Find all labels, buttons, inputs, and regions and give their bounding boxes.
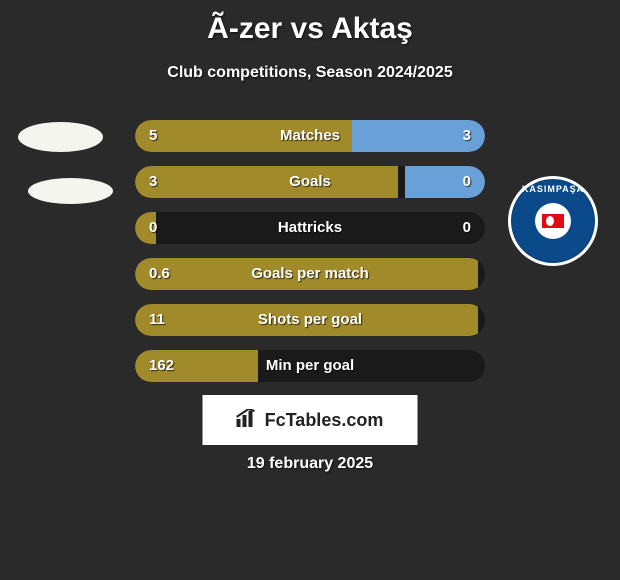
stat-row: 00Hattricks — [135, 212, 485, 244]
stat-row: 162Min per goal — [135, 350, 485, 382]
stat-label: Shots per goal — [135, 304, 485, 336]
chart-icon — [237, 409, 259, 432]
stat-label: Matches — [135, 120, 485, 152]
page-subtitle: Club competitions, Season 2024/2025 — [0, 64, 620, 82]
stat-row: 11Shots per goal — [135, 304, 485, 336]
page-title: Ã-zer vs Aktaş — [0, 0, 620, 46]
branding-badge: FcTables.com — [203, 395, 418, 445]
team-right-logo: KASIMPAŞA — [508, 176, 598, 266]
stat-label: Hattricks — [135, 212, 485, 244]
team-right-logo-center — [535, 203, 571, 239]
comparison-chart: 53Matches 30Goals 00Hattricks 0.6Goals per … — [135, 120, 485, 396]
stat-row: 53Matches — [135, 120, 485, 152]
footer-date: 19 february 2025 — [0, 455, 620, 473]
branding-text: FcTables.com — [265, 410, 384, 431]
team-right-logo-text: KASIMPAŞA — [508, 184, 598, 194]
team-right-logo-inner: KASIMPAŞA — [508, 176, 598, 266]
team-left-logo-top — [18, 122, 103, 152]
stat-row: 30Goals — [135, 166, 485, 198]
stat-label: Goals — [135, 166, 485, 198]
stat-label: Goals per match — [135, 258, 485, 290]
stat-row: 0.6Goals per match — [135, 258, 485, 290]
team-left-logo-bottom — [28, 178, 113, 204]
flag-icon — [542, 214, 564, 228]
stat-label: Min per goal — [135, 350, 485, 382]
